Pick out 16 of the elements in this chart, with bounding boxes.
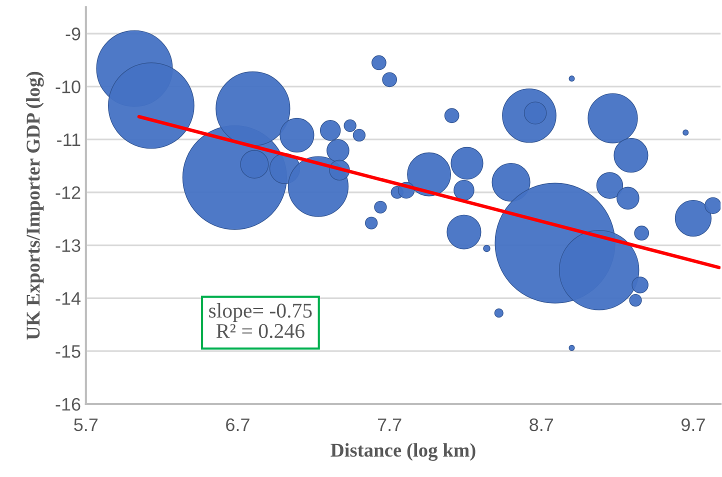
annotation: slope= -0.75 R² = 0.246	[209, 303, 312, 338]
x-tick-label: 9.7	[682, 418, 705, 432]
x-axis-title: Distance (log km)	[330, 443, 476, 461]
y-axis-title: UK Exports/Importer GDP (log)	[26, 72, 44, 340]
y-tick-label: -13	[56, 239, 80, 252]
y-tick-label: -10	[56, 80, 80, 94]
y-tick-label: -12	[56, 186, 80, 199]
y-tick-label: -16	[56, 398, 80, 411]
x-tick-label: 7.7	[378, 418, 402, 431]
y-tick-label: -14	[56, 292, 81, 305]
y-tick-label: -15	[56, 345, 80, 358]
x-tick-label: 5.7	[74, 418, 98, 432]
y-tick-label: -11	[57, 134, 80, 146]
x-tick-label: 6.7	[226, 418, 250, 432]
y-tick-label: -9	[66, 28, 80, 40]
x-tick-label: 8.7	[530, 418, 554, 432]
